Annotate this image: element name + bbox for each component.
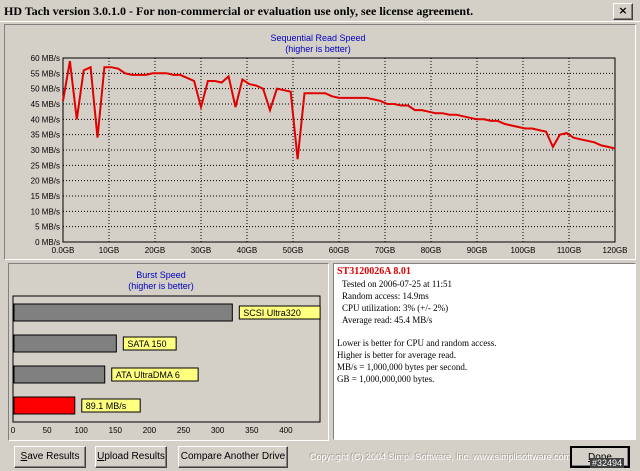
note-mbs-definition: MB/s = 1,000,000 bytes per second. (337, 362, 468, 372)
burst-bar-label: SATA 150 (127, 339, 166, 349)
sequential-grid (63, 58, 615, 242)
x-tick-label: 100GB (511, 246, 536, 255)
y-tick-label: 30 MB/s (31, 146, 60, 155)
burst-bar-label: 89.1 MB/s (86, 401, 127, 411)
y-tick-label: 0 MB/s (35, 238, 60, 247)
title-bar: HD Tach version 3.0.1.0 - For non-commer… (0, 0, 640, 22)
save-results-button[interactable]: Save Results (14, 446, 86, 468)
upload-accelerator: U (97, 451, 105, 462)
copyright-text: Copyright (C) 2004 Simpli Software, Inc.… (310, 452, 572, 462)
burst-bar (13, 303, 233, 322)
burst-bars: SCSI Ultra320 SATA 150 ATA UltraDMA 6 89.1 … (13, 303, 321, 415)
burst-x-tick-label: 250 (177, 426, 191, 435)
burst-bar-label-box (122, 336, 177, 351)
upload-label: pload Results (104, 451, 165, 462)
burst-x-tick-label: 200 (143, 426, 157, 435)
x-tick-label: 80GB (421, 246, 441, 255)
drive-model: ST3120026A 8.01 (337, 266, 411, 277)
x-tick-label: 70GB (375, 246, 395, 255)
y-tick-label: 5 MB/s (35, 223, 60, 232)
burst-bar (13, 334, 117, 353)
sequential-chart-panel: Sequential Read Speed (higher is better)… (4, 24, 636, 260)
note-lower-better: Lower is better for CPU and random acces… (337, 338, 497, 348)
burst-bar-label-box (238, 305, 321, 320)
x-tick-label: 10GB (99, 246, 119, 255)
x-tick-label: 50GB (283, 246, 303, 255)
save-label: ave Results (27, 451, 80, 462)
burst-bar (13, 396, 76, 415)
sequential-y-axis: 0 MB/s 5 MB/s 10 MB/s 15 MB/s 20 MB/s 25 MB/s… (31, 54, 60, 247)
burst-x-tick-label: 150 (109, 426, 123, 435)
image-id-badge: #32494 (590, 458, 625, 468)
burst-bar-label-box (111, 367, 199, 382)
random-access-text: Random access: 14.9ms (342, 291, 429, 301)
average-read-text: Average read: 45.4 MB/s (342, 315, 433, 325)
done-label: one (595, 452, 612, 463)
burst-speed-chart: Burst Speed (higher is better) SCSI Ultr… (11, 270, 321, 435)
x-tick-label: 0.0GB (52, 246, 75, 255)
compare-drive-button[interactable]: Compare Another Drive (178, 446, 288, 468)
burst-x-tick-label: 100 (75, 426, 89, 435)
x-tick-label: 90GB (467, 246, 487, 255)
burst-x-tick-label: 0 (11, 426, 16, 435)
y-tick-label: 10 MB/s (31, 207, 60, 216)
sequential-read-line (62, 60, 616, 160)
tested-on-text: Tested on 2006-07-25 at 11:51 (342, 279, 453, 289)
burst-x-tick-label: 350 (245, 426, 259, 435)
burst-chart-panel: Burst Speed (higher is better) SCSI Ultr… (8, 263, 329, 441)
y-tick-label: 55 MB/s (31, 69, 60, 78)
burst-x-tick-label: 50 (43, 426, 52, 435)
y-tick-label: 35 MB/s (31, 131, 60, 140)
sequential-chart-subtitle: (higher is better) (285, 44, 351, 54)
upload-results-button[interactable]: Upload Results (95, 446, 167, 468)
results-info-box: ST3120026A 8.01 Tested on 2006-07-25 at … (333, 263, 636, 440)
y-tick-label: 25 MB/s (31, 161, 60, 170)
x-tick-label: 120GB (603, 246, 628, 255)
note-higher-better: Higher is better for average read. (337, 350, 456, 360)
done-accelerator: D (588, 452, 595, 463)
burst-bar-label: SCSI Ultra320 (243, 308, 301, 318)
x-tick-label: 20GB (145, 246, 165, 255)
sequential-chart-title: Sequential Read Speed (270, 33, 365, 43)
burst-x-axis: 0 50 100 150 200 250 300 350 400 (11, 426, 293, 435)
burst-x-tick-label: 300 (211, 426, 225, 435)
burst-x-tick-label: 400 (279, 426, 293, 435)
x-tick-label: 110GB (557, 246, 581, 255)
burst-bar-label-box (81, 398, 141, 413)
y-tick-label: 15 MB/s (31, 192, 60, 201)
burst-chart-title: Burst Speed (136, 270, 186, 280)
x-tick-label: 40GB (237, 246, 257, 255)
save-accelerator: S (20, 451, 28, 462)
y-tick-label: 45 MB/s (31, 100, 60, 109)
burst-chart-subtitle: (higher is better) (128, 281, 194, 291)
cpu-utilization-text: CPU utilization: 3% (+/- 2%) (342, 303, 449, 313)
burst-bar-label: ATA UltraDMA 6 (116, 370, 180, 380)
y-tick-label: 60 MB/s (31, 54, 60, 63)
close-button[interactable]: × (613, 3, 633, 20)
x-tick-label: 30GB (191, 246, 211, 255)
x-tick-label: 60GB (329, 246, 349, 255)
sequential-x-axis: 0.0GB 10GB 20GB 30GB 40GB 50GB 60GB 70GB 80GB 90G… (52, 246, 628, 255)
compare-label: Compare Another Drive (180, 451, 286, 462)
y-tick-label: 40 MB/s (31, 115, 60, 124)
burst-bar (13, 365, 106, 384)
window-title: HD Tach version 3.0.1.0 - For non-commer… (4, 4, 474, 18)
note-gb-definition: GB = 1,000,000,000 bytes. (337, 374, 435, 384)
y-tick-label: 50 MB/s (31, 85, 60, 94)
y-tick-label: 20 MB/s (31, 177, 60, 186)
sequential-read-chart: Sequential Read Speed (higher is better)… (31, 33, 628, 255)
